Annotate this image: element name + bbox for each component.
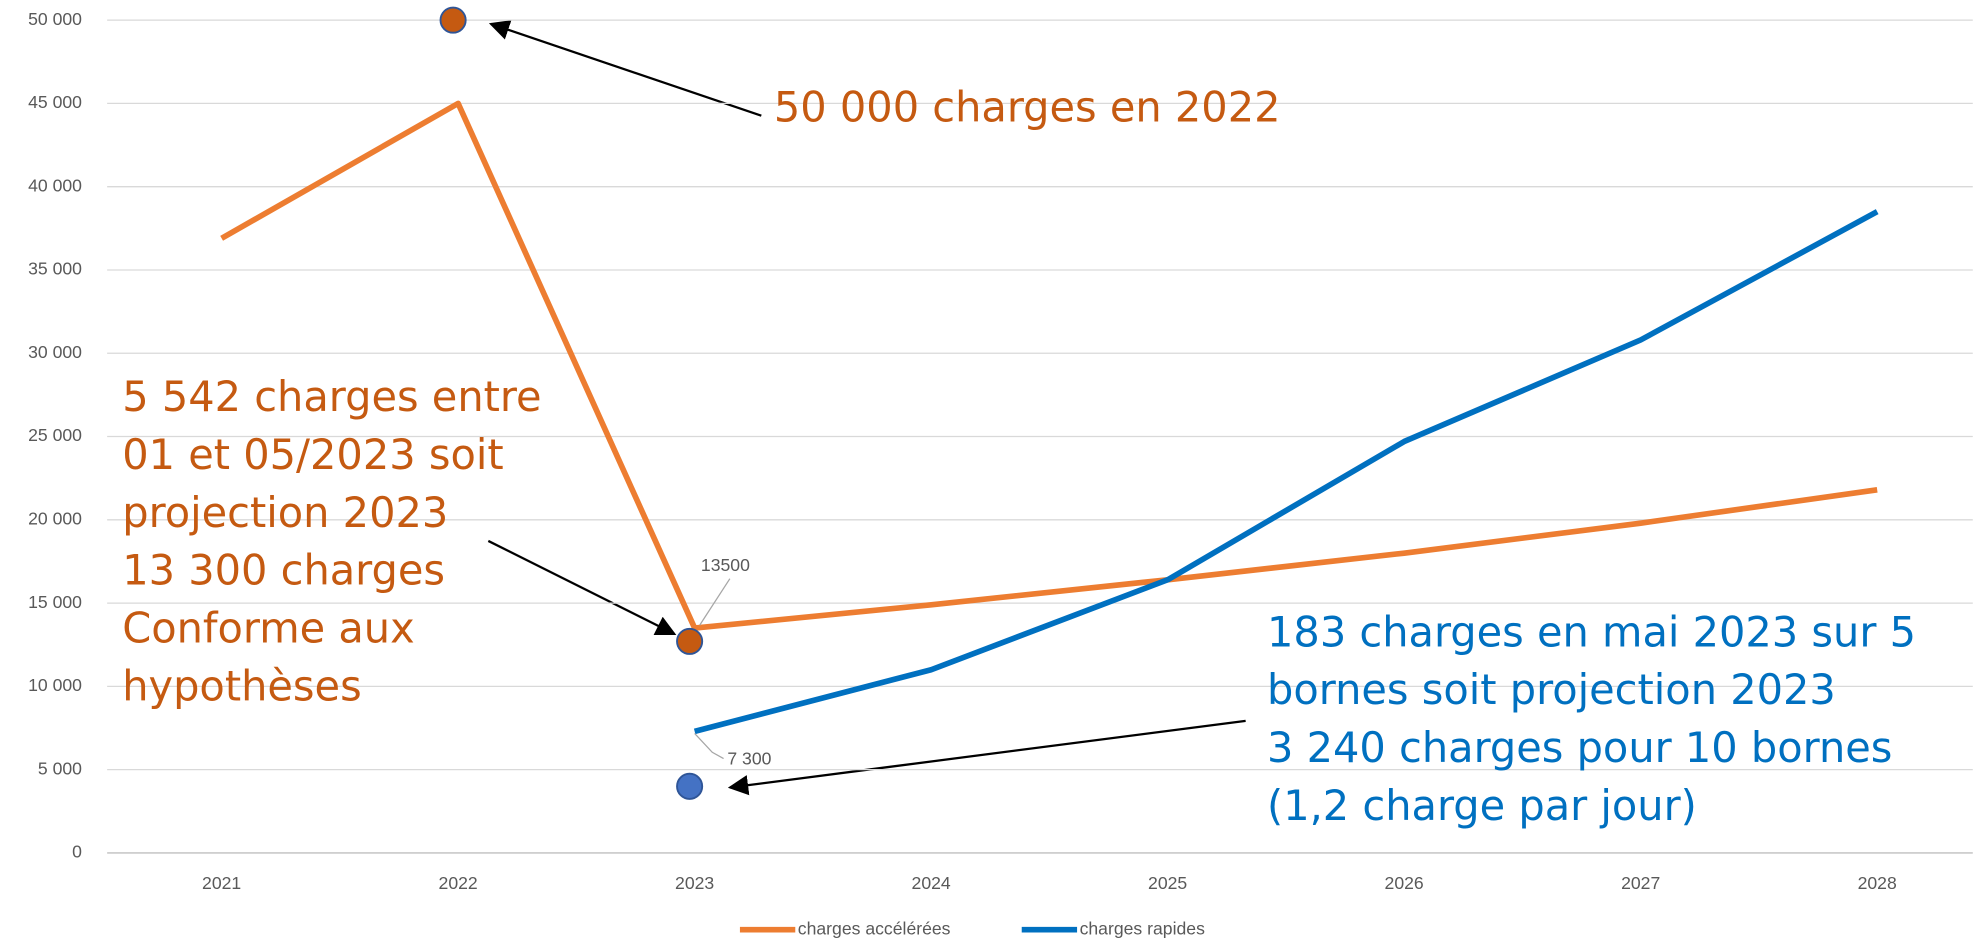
y-tick-label: 5 000 xyxy=(38,758,82,778)
x-tick-label: 2025 xyxy=(1148,873,1187,893)
annotation: 3 240 charges pour 10 bornes xyxy=(1267,723,1892,772)
arrow xyxy=(487,539,677,636)
x-tick-label: 2026 xyxy=(1385,873,1424,893)
x-tick-label: 2022 xyxy=(439,873,478,893)
annotation: 01 et 05/2023 soit xyxy=(122,430,503,479)
legend-label: charges rapides xyxy=(1080,918,1205,938)
annotation: projection 2023 xyxy=(122,488,448,537)
leader-line xyxy=(694,732,724,760)
annotation: Conforme aux xyxy=(122,604,414,653)
y-tick-label: 10 000 xyxy=(28,675,82,695)
annotation: 183 charges en mai 2023 sur 5 xyxy=(1267,607,1916,656)
y-tick-label: 35 000 xyxy=(28,259,82,279)
series-line xyxy=(220,100,1878,631)
annotation: 5 542 charges entre xyxy=(122,372,541,421)
annotation: 13 300 charges xyxy=(122,546,445,595)
legend-label: charges accélérées xyxy=(798,918,951,938)
annotation: bornes soit projection 2023 xyxy=(1267,665,1836,714)
x-tick-label: 2028 xyxy=(1858,873,1897,893)
data-label: 7 300 xyxy=(727,749,771,769)
series-line xyxy=(693,209,1879,735)
y-tick-label: 30 000 xyxy=(28,342,82,362)
y-tick-label: 50 000 xyxy=(28,9,82,29)
x-tick-label: 2023 xyxy=(675,873,714,893)
point xyxy=(439,6,467,34)
y-tick-label: 45 000 xyxy=(28,92,82,112)
y-tick-label: 0 xyxy=(72,842,82,862)
annotation: (1,2 charge par jour) xyxy=(1267,781,1697,830)
x-tick-label: 2021 xyxy=(202,873,241,893)
point xyxy=(676,772,704,800)
data-label: 13500 xyxy=(701,555,750,575)
annotation: 50 000 charges en 2022 xyxy=(774,83,1281,132)
y-tick-label: 40 000 xyxy=(28,175,82,195)
annotation: hypothèses xyxy=(122,661,361,710)
y-tick-label: 20 000 xyxy=(28,508,82,528)
y-tick-label: 15 000 xyxy=(28,592,82,612)
arrow xyxy=(488,20,762,117)
arrow xyxy=(727,719,1246,796)
x-tick-label: 2024 xyxy=(912,873,951,893)
x-tick-label: 2027 xyxy=(1621,873,1660,893)
y-tick-label: 25 000 xyxy=(28,425,82,445)
leader-line xyxy=(699,578,731,626)
point xyxy=(676,627,704,655)
